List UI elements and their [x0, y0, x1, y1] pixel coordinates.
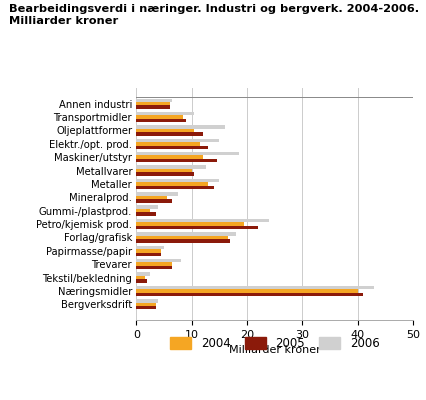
Bar	[136, 306, 156, 310]
Bar	[136, 172, 194, 176]
Bar	[136, 152, 239, 156]
Bar	[136, 106, 170, 109]
Bar	[136, 98, 172, 102]
Bar	[136, 246, 164, 249]
Bar	[136, 182, 208, 186]
Bar	[136, 259, 181, 262]
Bar	[136, 156, 203, 159]
Bar	[136, 125, 225, 129]
Bar	[136, 299, 158, 302]
Bar	[136, 222, 245, 226]
Bar	[136, 196, 167, 199]
Bar	[136, 165, 205, 169]
Bar	[136, 129, 194, 132]
Bar	[136, 289, 358, 293]
Bar	[136, 206, 158, 209]
Bar	[136, 262, 172, 266]
Bar	[136, 266, 172, 269]
Bar	[136, 179, 219, 182]
Legend: 2004, 2005, 2006: 2004, 2005, 2006	[164, 331, 386, 356]
Bar	[136, 132, 203, 136]
Bar	[136, 142, 200, 146]
Bar	[136, 276, 144, 279]
Bar	[136, 279, 147, 283]
Bar	[136, 115, 183, 119]
Bar	[136, 192, 178, 196]
Bar	[136, 209, 150, 212]
Bar	[136, 102, 170, 106]
Bar	[136, 219, 269, 222]
Bar	[136, 186, 214, 189]
Bar	[136, 146, 208, 149]
X-axis label: Milliarder kroner: Milliarder kroner	[229, 345, 321, 355]
Bar	[136, 159, 216, 162]
Bar	[136, 249, 161, 252]
Text: Bearbeidingsverdi i næringer. Industri og bergverk. 2004-2006.
Milliarder kroner: Bearbeidingsverdi i næringer. Industri o…	[9, 4, 419, 26]
Bar	[136, 139, 219, 142]
Bar	[136, 226, 258, 229]
Bar	[136, 236, 227, 239]
Bar	[136, 212, 156, 216]
Bar	[136, 302, 156, 306]
Bar	[136, 252, 161, 256]
Bar	[136, 272, 150, 276]
Bar	[136, 169, 192, 172]
Bar	[136, 239, 230, 243]
Bar	[136, 286, 374, 289]
Bar	[136, 119, 186, 122]
Bar	[136, 112, 194, 115]
Bar	[136, 293, 363, 296]
Bar	[136, 232, 236, 236]
Bar	[136, 199, 172, 202]
